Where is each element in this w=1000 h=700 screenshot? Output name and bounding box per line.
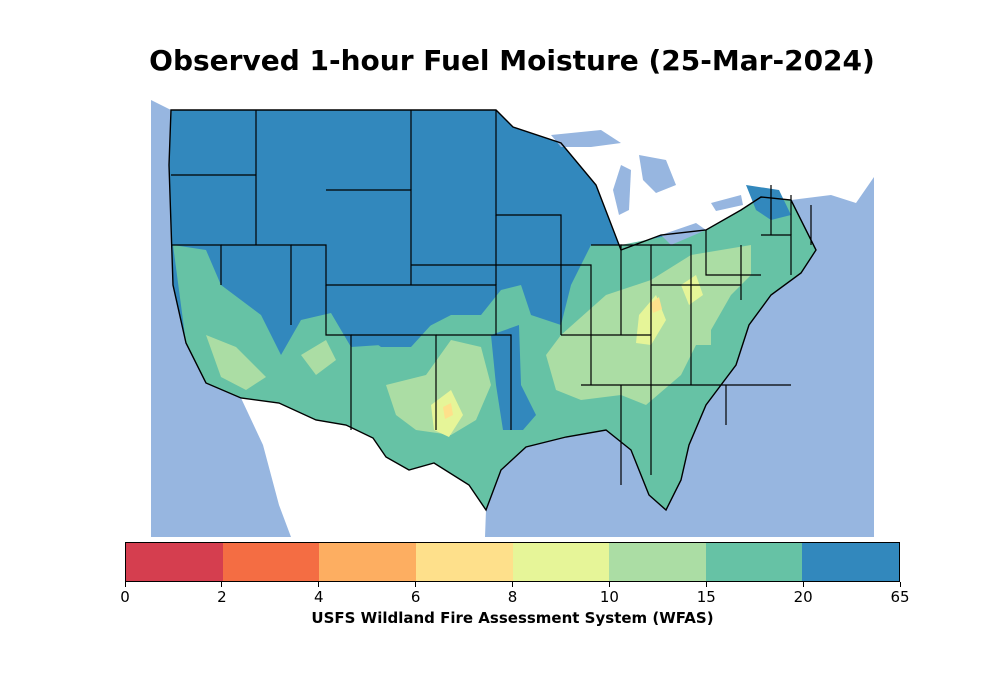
colorbar-swatch xyxy=(222,543,320,581)
colorbar-tick xyxy=(415,582,417,587)
colorbar-tick-label: 2 xyxy=(217,588,227,606)
moisture-6-8-region xyxy=(443,403,453,419)
colorbar-tick-label: 6 xyxy=(410,588,421,606)
colorbar-tick-label: 0 xyxy=(120,588,130,606)
lake-michigan xyxy=(613,165,631,215)
colorbar-tick xyxy=(221,582,223,587)
colorbar-caption: USFS Wildland Fire Assessment System (WF… xyxy=(311,609,714,627)
lake-huron xyxy=(639,155,676,193)
colorbar-tick xyxy=(124,582,126,587)
colorbar-tick xyxy=(899,582,901,587)
moisture-10-15-region xyxy=(206,335,266,390)
moisture-20-65-region xyxy=(746,185,791,220)
moisture-8-10-region xyxy=(681,275,703,305)
colorbar-swatch xyxy=(802,543,899,581)
colorbar-swatch xyxy=(705,543,803,581)
lake-superior xyxy=(551,130,621,147)
map-title: Observed 1-hour Fuel Moisture (25-Mar-20… xyxy=(149,44,875,77)
colorbar-swatch xyxy=(609,543,706,581)
moisture-10-15-region xyxy=(301,340,336,375)
colorbar-tick-label: 20 xyxy=(793,588,813,606)
colorbar-tick xyxy=(512,582,513,587)
moisture-20-65-region xyxy=(491,325,536,430)
colorbar-swatch xyxy=(512,543,610,581)
colorbar-tick xyxy=(608,582,610,587)
colorbar-swatch xyxy=(415,543,513,581)
moisture-20-65-region xyxy=(351,295,431,347)
colorbar-tick-label: 4 xyxy=(313,588,324,606)
lake-ontario xyxy=(711,195,743,211)
colorbar-tick-label: 65 xyxy=(890,588,910,606)
map-canvas xyxy=(151,85,874,537)
canada-land xyxy=(151,85,874,250)
colorbar-tick-label: 15 xyxy=(696,588,716,606)
colorbar xyxy=(125,542,900,582)
lake-erie xyxy=(661,223,706,245)
colorbar-tick-label: 10 xyxy=(599,588,619,606)
colorbar-tick xyxy=(318,582,320,587)
mexico-land xyxy=(241,398,486,537)
moisture-10-15-region xyxy=(386,340,491,435)
colorbar-tick xyxy=(705,582,707,587)
state-borders xyxy=(171,110,812,485)
colorbar-tick xyxy=(802,582,804,587)
coastline xyxy=(168,109,817,512)
colorbar-tick-label: 8 xyxy=(507,588,518,606)
fuel-moisture-map xyxy=(151,85,874,537)
colorbar-swatch xyxy=(126,543,223,581)
colorbar-swatch xyxy=(319,543,416,581)
moisture-6-8-region xyxy=(651,297,662,313)
